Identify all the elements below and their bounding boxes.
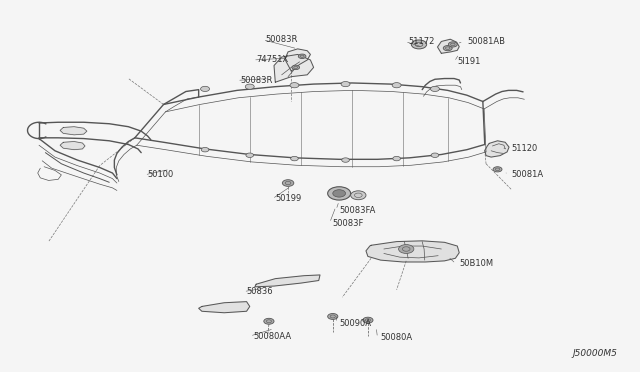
Polygon shape (285, 49, 310, 71)
Polygon shape (274, 54, 314, 82)
Text: 50083R: 50083R (240, 76, 273, 85)
Circle shape (290, 83, 299, 88)
Circle shape (246, 153, 253, 157)
Circle shape (333, 190, 346, 197)
Circle shape (399, 244, 414, 253)
Circle shape (291, 156, 298, 161)
Circle shape (328, 314, 338, 320)
Circle shape (245, 84, 254, 89)
Text: 50080A: 50080A (381, 333, 413, 343)
Circle shape (342, 158, 349, 162)
Circle shape (298, 54, 306, 58)
Circle shape (444, 45, 452, 51)
Text: 50081A: 50081A (511, 170, 544, 179)
Text: 50081AB: 50081AB (467, 37, 505, 46)
Text: 50B10M: 50B10M (460, 259, 493, 268)
Text: 50090A: 50090A (339, 319, 371, 328)
Text: 50083R: 50083R (266, 35, 298, 44)
Polygon shape (60, 141, 85, 150)
Text: 50199: 50199 (275, 195, 301, 203)
Circle shape (282, 180, 294, 186)
Polygon shape (255, 275, 320, 287)
Text: J50000M5: J50000M5 (572, 349, 617, 358)
Text: 50080AA: 50080AA (253, 331, 291, 341)
Text: 50083FA: 50083FA (339, 206, 376, 215)
Polygon shape (484, 141, 509, 157)
Polygon shape (438, 39, 460, 53)
Circle shape (351, 191, 366, 200)
Text: 5l191: 5l191 (458, 57, 481, 66)
Text: 50836: 50836 (246, 287, 273, 296)
Circle shape (200, 86, 209, 92)
Circle shape (431, 153, 439, 157)
Text: 50083F: 50083F (333, 219, 364, 228)
Polygon shape (60, 127, 87, 135)
Circle shape (264, 318, 274, 324)
Circle shape (393, 156, 401, 161)
Circle shape (412, 40, 427, 49)
Circle shape (201, 147, 209, 152)
Circle shape (493, 167, 502, 172)
Circle shape (449, 42, 458, 47)
Text: 51120: 51120 (511, 144, 538, 153)
Circle shape (431, 86, 440, 92)
Text: 50100: 50100 (148, 170, 174, 179)
Polygon shape (366, 241, 460, 262)
Circle shape (292, 65, 300, 70)
Circle shape (392, 83, 401, 88)
Circle shape (341, 81, 350, 87)
Text: 74751X: 74751X (256, 55, 289, 64)
Polygon shape (198, 302, 250, 313)
Text: 51172: 51172 (408, 37, 435, 46)
Circle shape (363, 317, 373, 323)
Circle shape (328, 187, 351, 200)
